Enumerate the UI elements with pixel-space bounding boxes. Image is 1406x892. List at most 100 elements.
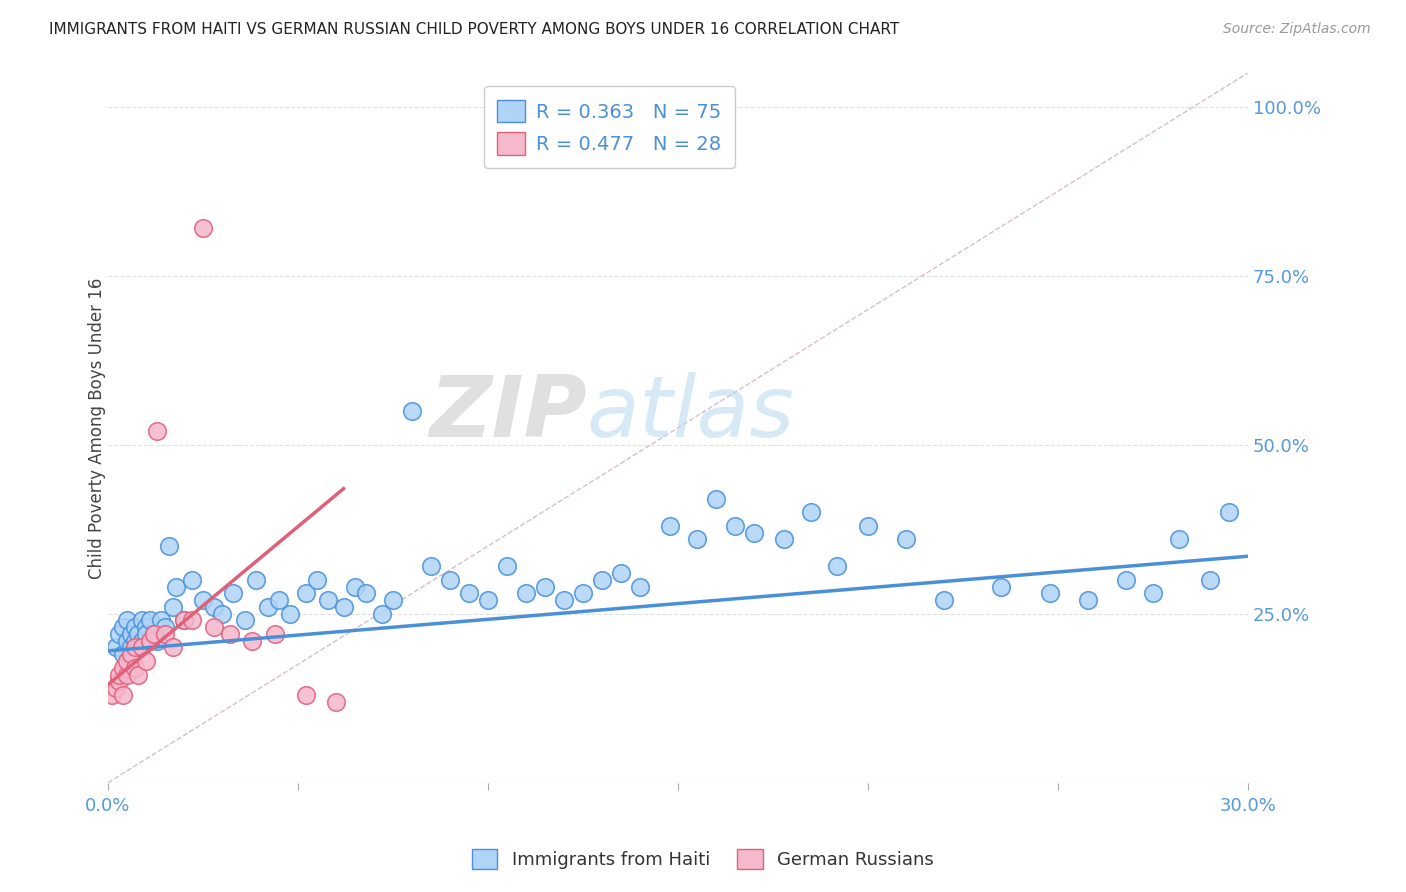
Point (1077, 593, 1099, 607)
Point (112, 620, 135, 634)
Point (1218, 505, 1240, 519)
Point (553, 593, 575, 607)
Point (115, 667, 138, 681)
Point (659, 518, 682, 533)
Point (827, 559, 849, 574)
Point (191, 221, 214, 235)
Point (534, 580, 557, 594)
Point (202, 599, 225, 614)
Point (146, 424, 169, 438)
Point (686, 533, 709, 547)
Point (131, 633, 153, 648)
Point (115, 654, 138, 668)
Point (112, 647, 135, 661)
Point (153, 620, 176, 634)
Point (162, 599, 184, 614)
Point (124, 633, 146, 648)
Point (572, 586, 595, 600)
Point (1168, 533, 1191, 547)
Point (496, 559, 519, 574)
Point (127, 667, 149, 681)
Point (894, 533, 917, 547)
Point (990, 580, 1012, 594)
Point (146, 633, 169, 648)
Point (742, 525, 765, 540)
Point (515, 586, 537, 600)
Point (142, 627, 165, 641)
Point (458, 586, 481, 600)
Point (294, 586, 316, 600)
Point (153, 627, 176, 641)
Point (610, 566, 633, 581)
Point (139, 633, 162, 648)
Point (150, 614, 173, 628)
Point (115, 614, 138, 628)
Point (124, 640, 146, 655)
Point (124, 620, 146, 634)
Point (120, 647, 142, 661)
Point (280, 607, 302, 621)
Point (704, 491, 727, 506)
Point (115, 633, 138, 648)
Point (108, 674, 131, 689)
Point (245, 573, 267, 587)
Point (343, 580, 366, 594)
Point (218, 627, 240, 641)
Point (325, 695, 347, 709)
Point (264, 627, 287, 641)
Point (1198, 573, 1220, 587)
Point (135, 620, 157, 634)
Point (1142, 586, 1164, 600)
Point (256, 599, 278, 614)
Point (157, 539, 180, 553)
Point (628, 580, 651, 594)
Point (318, 593, 340, 607)
Y-axis label: Child Poverty Among Boys Under 16: Child Poverty Among Boys Under 16 (89, 277, 105, 579)
Point (591, 573, 613, 587)
Point (202, 620, 225, 634)
Point (420, 559, 443, 574)
Text: IMMIGRANTS FROM HAITI VS GERMAN RUSSIAN CHILD POVERTY AMONG BOYS UNDER 16 CORREL: IMMIGRANTS FROM HAITI VS GERMAN RUSSIAN … (49, 22, 900, 37)
Point (142, 627, 165, 641)
Point (800, 505, 823, 519)
Point (222, 586, 245, 600)
Point (180, 614, 202, 628)
Point (856, 518, 879, 533)
Point (267, 593, 290, 607)
Point (477, 593, 499, 607)
Point (211, 607, 233, 621)
Point (120, 640, 142, 655)
Point (401, 404, 423, 418)
Point (439, 573, 461, 587)
Point (108, 667, 131, 681)
Point (370, 607, 392, 621)
Text: ZIP: ZIP (429, 372, 586, 455)
Point (381, 593, 404, 607)
Point (112, 688, 135, 702)
Legend: R = 0.363   N = 75, R = 0.477   N = 28: R = 0.363 N = 75, R = 0.477 N = 28 (484, 87, 735, 168)
Point (127, 640, 149, 655)
Point (305, 573, 328, 587)
Point (108, 627, 131, 641)
Point (162, 640, 184, 655)
Point (1115, 573, 1137, 587)
Point (135, 627, 157, 641)
Point (356, 586, 378, 600)
Point (165, 580, 187, 594)
Point (294, 688, 316, 702)
Point (120, 627, 142, 641)
Point (131, 614, 153, 628)
Point (173, 614, 195, 628)
Point (104, 681, 127, 695)
Point (101, 688, 124, 702)
Point (1039, 586, 1062, 600)
Point (131, 640, 153, 655)
Point (173, 614, 195, 628)
Point (112, 661, 135, 675)
Point (124, 661, 146, 675)
Point (104, 640, 127, 655)
Point (127, 627, 149, 641)
Point (180, 573, 202, 587)
Point (724, 518, 747, 533)
Point (139, 614, 162, 628)
